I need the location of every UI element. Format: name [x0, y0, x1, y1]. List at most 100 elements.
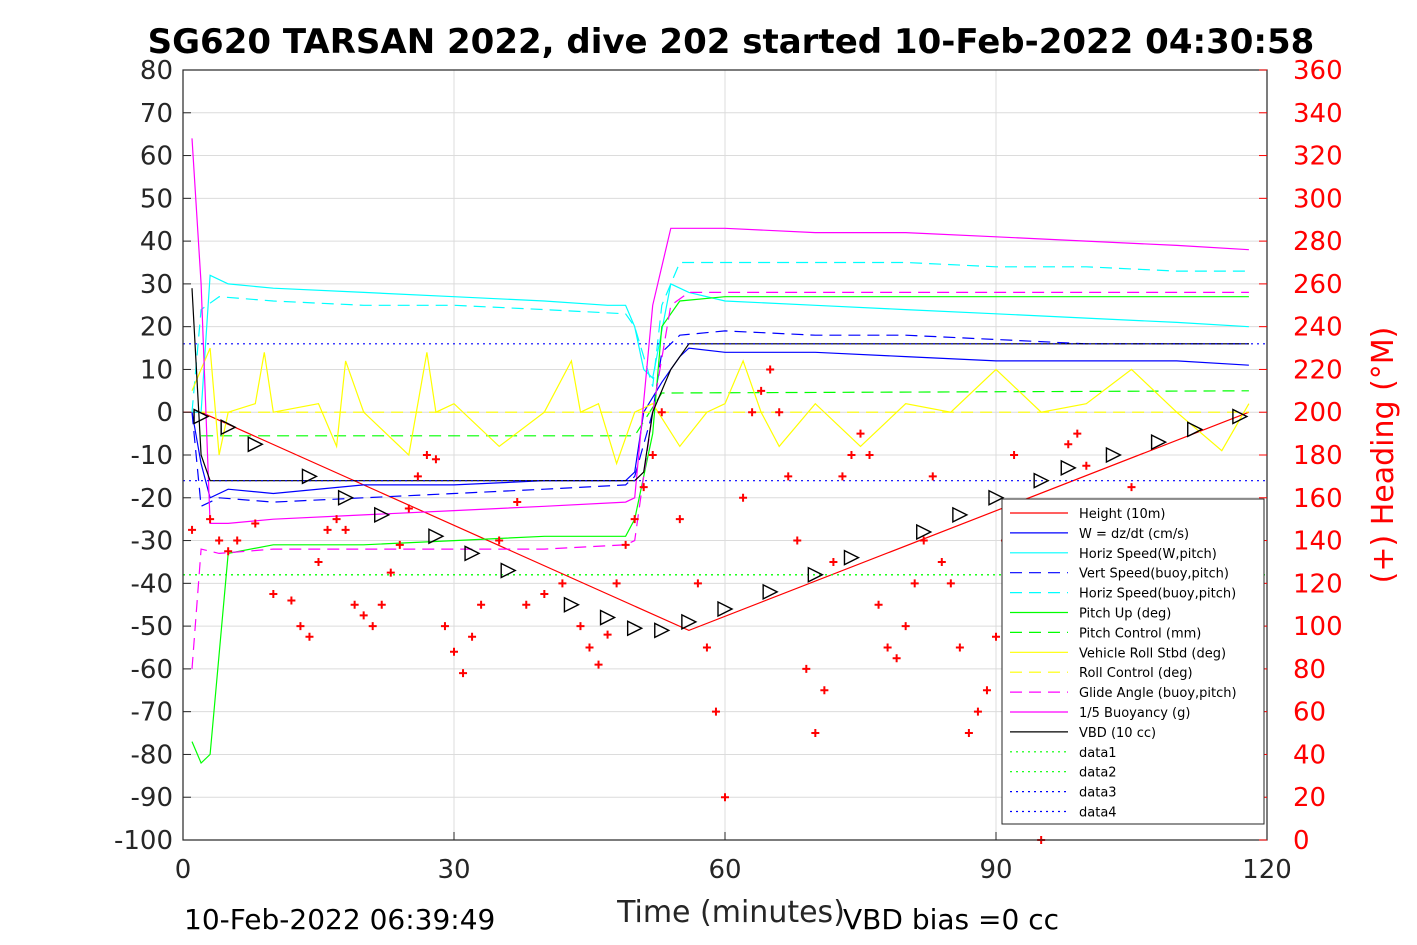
heading-point: [621, 540, 630, 549]
heading-point: [992, 632, 1000, 641]
y2-tick-label: 300: [1293, 184, 1343, 214]
heading-point: [739, 493, 748, 502]
heading-point: [847, 451, 856, 459]
height-marker: [563, 596, 580, 613]
height-marker: [717, 600, 734, 618]
height-marker: [807, 566, 824, 583]
y2-tick-label: 180: [1293, 441, 1343, 471]
heading-point: [973, 707, 982, 716]
height-marker: [1232, 408, 1249, 425]
height-marker: [762, 583, 779, 601]
heading-point: [422, 451, 431, 459]
heading-point: [612, 579, 621, 588]
y2-tick-label: 260: [1293, 270, 1343, 300]
x-tick-label: 30: [437, 855, 470, 885]
heading-point: [368, 622, 377, 631]
y-tick-label: 70: [140, 99, 173, 129]
heading-point: [838, 472, 847, 481]
legend-label: data4: [1079, 806, 1117, 821]
legend-label: Glide Angle (buoy,pitch): [1079, 686, 1237, 701]
heading-point: [468, 632, 477, 641]
heading-point: [576, 622, 585, 631]
heading-point: [657, 408, 666, 417]
y-tick-label: -70: [131, 698, 173, 728]
heading-point: [793, 536, 802, 545]
heading-point: [1073, 429, 1082, 438]
heading-point: [359, 611, 368, 620]
height-marker: [1060, 459, 1077, 476]
heading-layer: [188, 365, 1262, 844]
y2-tick-label: 160: [1293, 484, 1343, 514]
footer-timestamp: 10-Feb-2022 06:39:49: [184, 903, 495, 936]
y2-tick-label: 200: [1293, 398, 1343, 428]
legend-label: VBD (10 cc): [1079, 726, 1156, 741]
y2-tick-label: 320: [1293, 142, 1343, 172]
heading-point: [233, 536, 242, 545]
x-tick-label: 90: [979, 855, 1012, 885]
heading-point: [711, 707, 720, 716]
height-marker: [301, 468, 319, 485]
heading-point: [558, 579, 567, 588]
height-marker: [428, 528, 445, 545]
height-marker: [1150, 434, 1168, 451]
y-tick-label: 50: [140, 184, 173, 214]
heading-point: [964, 729, 973, 738]
heading-point: [820, 686, 829, 695]
heading-point: [1082, 461, 1091, 470]
y2-tick-label: 280: [1293, 227, 1343, 257]
series-line: [191, 138, 1249, 525]
series-layer: [183, 138, 1267, 765]
heading-point: [910, 579, 919, 588]
heading-point: [206, 515, 215, 524]
y2-tick-label: 220: [1293, 355, 1343, 385]
y-tick-label: 30: [140, 270, 173, 300]
heading-point: [675, 515, 684, 524]
chart-title: SG620 TARSAN 2022, dive 202 started 10-F…: [148, 22, 1315, 62]
heading-point: [522, 600, 531, 609]
heading-point: [1127, 483, 1136, 492]
height-marker: [654, 622, 671, 639]
heading-point: [865, 451, 874, 459]
series-line: [191, 288, 1249, 482]
height-marker: [681, 613, 698, 630]
heading-point: [883, 643, 892, 652]
y-tick-label: 60: [140, 142, 173, 172]
heading-point: [901, 622, 910, 631]
height-marker: [337, 489, 355, 506]
heading-point: [946, 579, 955, 588]
y2-tick-label: 340: [1293, 99, 1343, 129]
legend: Height (10m) W = dz/dt (cm/s) Horiz Speed(…: [1001, 498, 1265, 825]
heading-point: [215, 536, 224, 545]
series-line: [191, 261, 1249, 413]
heading-point: [413, 472, 422, 481]
y2-tick-label: 140: [1293, 527, 1343, 557]
y2-axis-label: (+) Heading (°M): [1366, 327, 1401, 584]
heading-point: [477, 600, 486, 609]
y-tick-label: -80: [131, 740, 173, 770]
y-tick-label: -100: [114, 826, 173, 856]
marker-layer: [193, 408, 1249, 639]
height-marker: [500, 562, 517, 579]
y-tick-label: 0: [156, 398, 173, 428]
y2-tick-label: 0: [1293, 826, 1310, 856]
heading-point: [395, 540, 404, 549]
heading-point: [341, 525, 350, 534]
x-tick-label: 0: [175, 855, 192, 885]
heading-point: [775, 408, 784, 417]
heading-point: [892, 654, 901, 663]
heading-point: [296, 622, 305, 631]
height-marker: [464, 545, 481, 562]
legend-label: Pitch Control (mm): [1079, 626, 1201, 641]
heading-point: [874, 600, 883, 609]
y2-tick-label: 360: [1293, 56, 1343, 86]
legend-label: Vert Speed(buoy,pitch): [1079, 567, 1229, 582]
y2-tick-label: 20: [1293, 783, 1326, 813]
height-marker: [220, 419, 237, 436]
heading-point: [955, 643, 964, 652]
heading-point: [784, 472, 793, 481]
legend-label: Horiz Speed(buoy,pitch): [1079, 587, 1236, 602]
series-line: [201, 390, 1249, 437]
heading-point: [585, 643, 594, 652]
y-tick-label: -30: [131, 527, 173, 557]
series-line: [191, 330, 1249, 508]
